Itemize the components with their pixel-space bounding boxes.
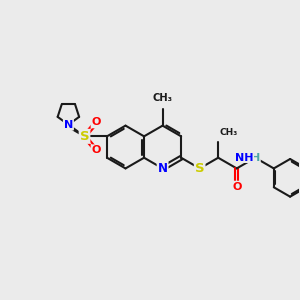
Text: S: S — [195, 162, 205, 175]
Text: CH₃: CH₃ — [153, 93, 172, 103]
Text: N: N — [64, 120, 73, 130]
Text: O: O — [232, 182, 242, 192]
Text: N: N — [158, 162, 168, 175]
Text: S: S — [80, 130, 89, 143]
Text: O: O — [92, 145, 101, 155]
Text: H: H — [250, 153, 260, 163]
Text: CH₃: CH₃ — [220, 128, 238, 137]
Text: O: O — [92, 117, 101, 128]
Text: NH: NH — [235, 153, 254, 163]
